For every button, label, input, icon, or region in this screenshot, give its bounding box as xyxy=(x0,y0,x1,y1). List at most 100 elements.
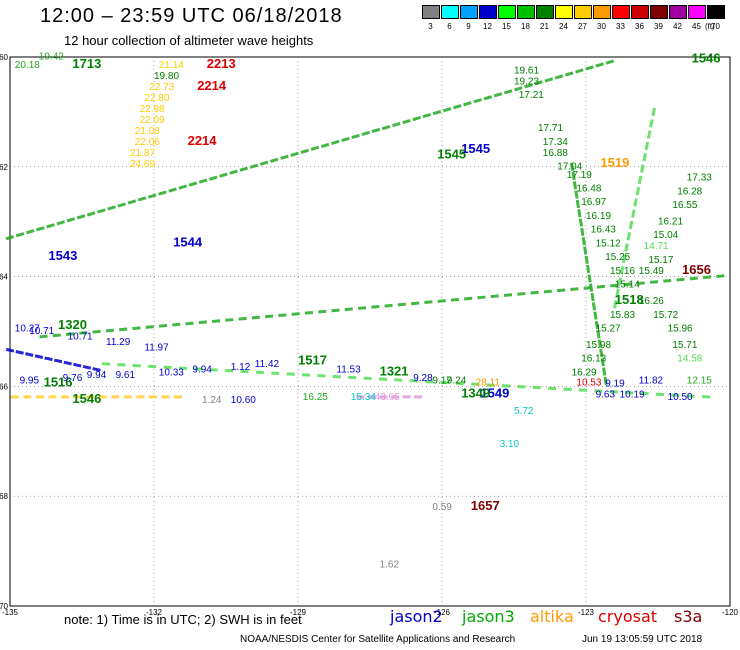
track-segment xyxy=(617,277,622,286)
track-segment xyxy=(251,315,261,320)
scale-swatch xyxy=(668,5,687,19)
track-segment xyxy=(544,77,554,83)
wave-height-label: 17.19 xyxy=(567,170,592,181)
wave-height-label: 9.19 xyxy=(605,378,625,389)
scale-label: 18 xyxy=(521,22,530,31)
wave-height-label: 24.69 xyxy=(130,159,155,170)
wave-height-label: 10.53 xyxy=(576,377,601,388)
track-segment xyxy=(588,283,594,292)
track-segment xyxy=(633,198,638,207)
satellite-legend-jason2: jason2 xyxy=(390,607,443,626)
wave-height-label: 0.59 xyxy=(432,502,452,513)
track-segment xyxy=(15,350,24,355)
track-segment xyxy=(671,393,680,397)
track-segment xyxy=(198,320,207,325)
track-segment xyxy=(624,243,629,252)
pass-time-label: 1549 xyxy=(480,385,509,400)
satellite-legend-cryosat: cryosat xyxy=(598,607,658,626)
wave-height-label: 22.73 xyxy=(149,82,174,93)
scale-label: 36 xyxy=(635,22,644,31)
track-segment xyxy=(517,385,526,389)
scale-swatch xyxy=(440,5,459,19)
wave-height-label: 16.29 xyxy=(572,367,597,378)
track-segment xyxy=(517,292,526,296)
pass-time-label: 2214 xyxy=(188,133,218,148)
track-segment xyxy=(53,358,63,364)
scale-bin: 70 xyxy=(706,5,725,31)
pass-time-label: 2214 xyxy=(197,78,227,93)
track-segment xyxy=(450,297,460,302)
wave-height-label: 9.95 xyxy=(20,376,40,387)
scale-label: 21 xyxy=(540,22,549,31)
track-segment xyxy=(161,395,170,399)
wave-height-label: 1.12 xyxy=(231,362,251,373)
track-segment xyxy=(259,160,269,166)
track-segment xyxy=(86,395,95,399)
track-segment xyxy=(600,358,605,367)
latitude-tick-label: 64 xyxy=(0,273,9,282)
wave-height-label: 1.24 xyxy=(202,395,222,406)
track-segment xyxy=(503,293,513,297)
wave-height-label: 15.25 xyxy=(605,252,630,263)
track-segment xyxy=(137,196,147,202)
track-segment xyxy=(578,218,584,227)
track-segment xyxy=(92,367,101,372)
track-segment xyxy=(158,323,168,328)
track-segment xyxy=(572,181,578,190)
track-segment xyxy=(145,325,154,329)
longitude-tick-label: -126 xyxy=(434,608,451,617)
credit-text: NOAA/NESDIS Center for Satellite Applica… xyxy=(240,634,516,645)
track-segment xyxy=(663,278,672,283)
wave-height-label: 21.08 xyxy=(135,126,160,137)
wave-height-label: 22.98 xyxy=(140,104,165,115)
track-segment xyxy=(605,59,615,65)
track-segment xyxy=(163,365,172,370)
track-segment xyxy=(602,367,607,376)
wave-height-label: 9.17 xyxy=(432,376,452,387)
wave-height-label: 16.97 xyxy=(581,197,606,208)
track-segment xyxy=(127,199,137,205)
track-segment xyxy=(240,369,249,374)
track-segment xyxy=(147,193,157,199)
scale-label: 30 xyxy=(597,22,606,31)
scale-label: 3 xyxy=(428,22,433,31)
wave-height-label: 11.42 xyxy=(255,359,280,370)
track-segment xyxy=(635,186,641,196)
track-segment xyxy=(581,237,586,246)
wave-height-label: 15.14 xyxy=(615,280,640,291)
track-segment xyxy=(594,389,603,393)
latitude-tick-label: 70 xyxy=(0,602,9,611)
track-segment xyxy=(269,157,279,163)
pass-time-label: 1518 xyxy=(615,292,644,307)
track-segment xyxy=(300,148,310,154)
scale-label: 24 xyxy=(559,22,568,31)
scale-swatch xyxy=(687,5,706,19)
track-segment xyxy=(574,190,579,199)
track-segment xyxy=(381,124,391,131)
wave-height-label: 17.71 xyxy=(538,123,563,134)
track-segment xyxy=(577,209,582,218)
track-segment xyxy=(584,255,589,265)
track-segment xyxy=(318,309,327,314)
track-segment xyxy=(367,395,376,399)
wave-height-label: 16.48 xyxy=(576,184,601,195)
wave-height-label: 28.11 xyxy=(476,377,501,388)
wave-height-label: 15.49 xyxy=(639,266,664,277)
track-segment xyxy=(595,62,604,68)
wave-height-label: 17.21 xyxy=(519,90,544,101)
scale-swatch xyxy=(535,5,554,19)
wave-height-label: 10.19 xyxy=(620,389,645,400)
track-segment xyxy=(642,152,647,162)
track-segment xyxy=(716,274,725,278)
track-segment xyxy=(532,385,541,390)
latitude-tick-label: 62 xyxy=(0,163,9,172)
wave-height-label: 15.96 xyxy=(668,324,693,335)
wave-height-label: 15.27 xyxy=(596,324,621,335)
track-segment xyxy=(556,288,566,293)
longitude-tick-label: -135 xyxy=(2,608,19,617)
track-segment xyxy=(291,312,300,316)
track-segment xyxy=(172,322,181,327)
scale-bin: 15 xyxy=(497,5,516,31)
track-segment xyxy=(48,395,57,399)
track-segment xyxy=(86,211,96,217)
